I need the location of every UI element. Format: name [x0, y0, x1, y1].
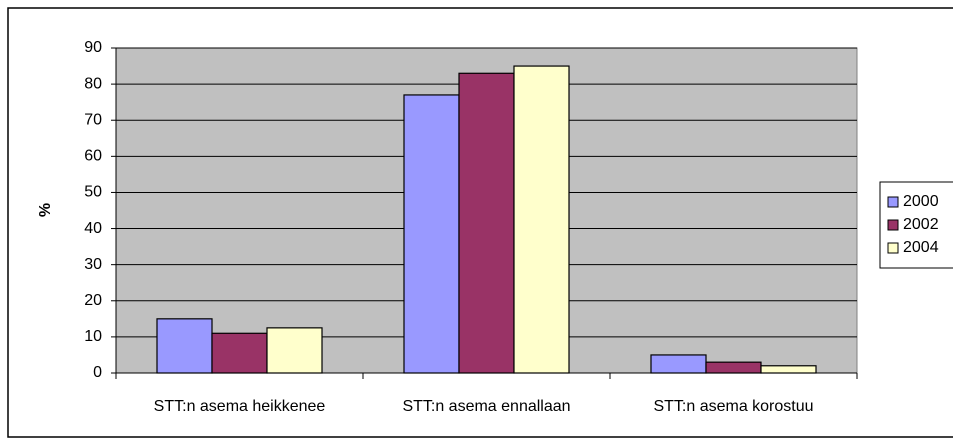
y-tick-label: 50 — [84, 184, 102, 201]
legend-label: 2002 — [903, 216, 939, 233]
x-tick-label: STT:n asema ennallaan — [402, 398, 570, 415]
y-tick-label: 20 — [84, 292, 102, 309]
bar — [156, 318, 213, 374]
legend-swatch — [887, 242, 899, 254]
y-tick-label: 30 — [84, 256, 102, 273]
bar — [705, 361, 762, 374]
x-tick-label: STT:n asema heikkenee — [154, 398, 326, 415]
legend-label: 2000 — [903, 193, 939, 210]
y-tick-label: 90 — [84, 39, 102, 56]
y-tick-label: 70 — [84, 111, 102, 128]
bar — [266, 327, 323, 374]
bar — [513, 65, 570, 374]
bar — [403, 94, 460, 374]
legend-swatch — [887, 196, 899, 208]
legend-swatch — [887, 219, 899, 231]
y-tick-label: 60 — [84, 148, 102, 165]
x-tick-label: STT:n asema korostuu — [653, 398, 813, 415]
bar — [458, 72, 515, 374]
bar — [760, 365, 817, 374]
bar — [650, 354, 707, 374]
bar — [211, 332, 268, 374]
y-tick-label: 80 — [84, 75, 102, 92]
y-axis-label: % — [37, 203, 54, 217]
y-tick-label: 40 — [84, 220, 102, 237]
legend-label: 2004 — [903, 239, 939, 256]
y-tick-label: 0 — [93, 364, 102, 381]
y-tick-label: 10 — [84, 328, 102, 345]
